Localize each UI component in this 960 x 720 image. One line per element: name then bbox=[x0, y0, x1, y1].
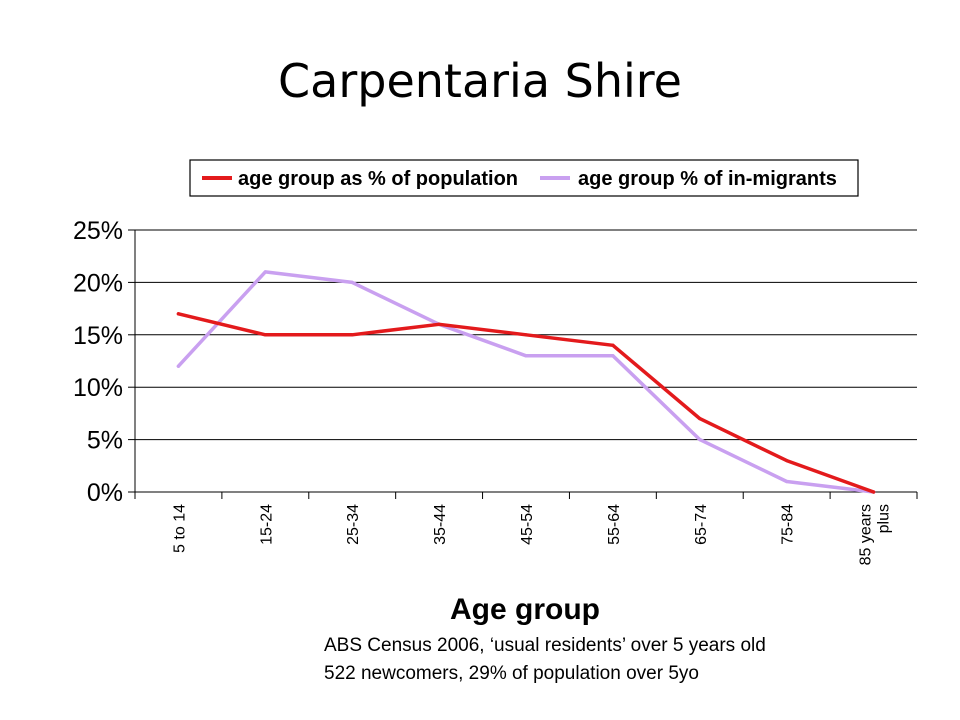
x-tick-label: 75-84 bbox=[780, 504, 797, 545]
legend-box bbox=[189, 159, 859, 197]
source-footnote: ABS Census 2006, ‘usual residents’ over … bbox=[324, 632, 944, 688]
legend-label: age group as % of population bbox=[238, 168, 518, 190]
data-point bbox=[611, 354, 615, 358]
data-point bbox=[698, 438, 702, 442]
x-tick-label: 5 to 14 bbox=[171, 504, 188, 553]
y-tick-label: 25% bbox=[73, 217, 123, 245]
data-point bbox=[524, 333, 528, 337]
data-point bbox=[176, 364, 181, 368]
data-point bbox=[263, 270, 267, 274]
y-tick-label: 10% bbox=[73, 374, 123, 402]
footnote-line-2: 522 newcomers, 29% of population over 5y… bbox=[324, 663, 699, 684]
x-tick-label: 55-64 bbox=[606, 504, 623, 545]
y-tick-label: 0% bbox=[87, 479, 123, 507]
data-point bbox=[785, 479, 789, 484]
data-point bbox=[785, 458, 789, 463]
data-point bbox=[350, 280, 354, 284]
x-tick-label: plus bbox=[876, 504, 893, 533]
x-tick-label: 15-24 bbox=[258, 504, 275, 545]
data-point bbox=[611, 343, 615, 347]
slide-title: Carpentaria Shire bbox=[278, 54, 682, 108]
data-point bbox=[263, 333, 267, 337]
data-point bbox=[524, 354, 528, 358]
data-point bbox=[871, 490, 876, 494]
data-point bbox=[350, 333, 354, 337]
y-tick-label: 5% bbox=[87, 427, 123, 455]
x-tick-label: 65-74 bbox=[693, 504, 710, 545]
data-point bbox=[176, 312, 181, 316]
y-tick-label: 15% bbox=[73, 322, 123, 350]
y-tick-label: 20% bbox=[73, 269, 123, 297]
series-line-1 bbox=[176, 312, 876, 494]
legend-label: age group % of in-migrants bbox=[578, 168, 837, 190]
x-axis-title: Age group bbox=[450, 593, 600, 626]
x-tick-label: 45-54 bbox=[519, 504, 536, 545]
data-point bbox=[698, 417, 702, 421]
series-line-2 bbox=[176, 270, 876, 494]
footnote-line-1: ABS Census 2006, ‘usual residents’ over … bbox=[324, 635, 766, 656]
x-tick-label: 25-34 bbox=[345, 504, 362, 545]
x-tick-label: 85 years bbox=[858, 504, 875, 565]
data-point bbox=[437, 322, 441, 326]
x-tick-label: 35-44 bbox=[432, 504, 449, 545]
